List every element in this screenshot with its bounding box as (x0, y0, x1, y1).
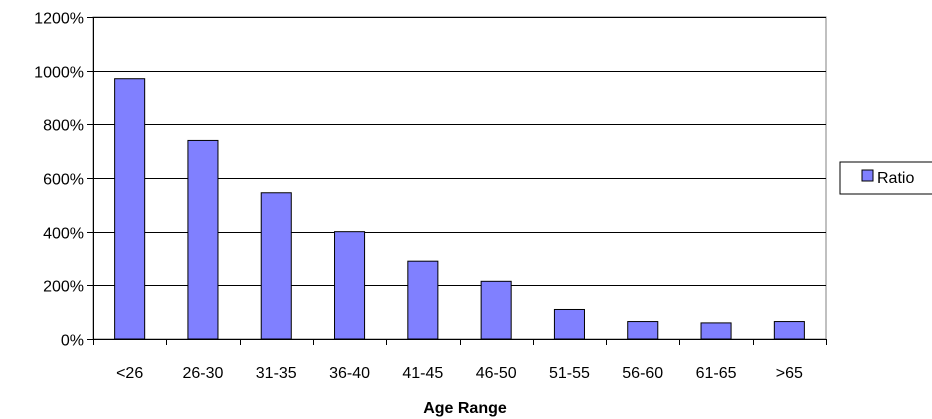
x-tick-label: 46-50 (476, 365, 517, 382)
x-tick-label: 51-55 (549, 365, 590, 382)
y-tick-label: 400% (43, 226, 84, 243)
x-axis-title: Age Range (423, 400, 507, 417)
bar-51-55 (553, 308, 585, 340)
bar->65 (773, 321, 805, 340)
bar-46-50 (480, 280, 512, 340)
x-tick-label: 41-45 (402, 365, 443, 382)
x-tick-label: 36-40 (329, 365, 370, 382)
bar-31-35 (260, 192, 292, 340)
legend: Ratio (839, 161, 932, 195)
bar-61-65 (700, 322, 732, 340)
y-tick-label: 0% (61, 333, 84, 350)
x-tick-labels: <26 26-30 31-35 36-40 41-45 46-50 51-55 56-60 61… (116, 365, 803, 382)
x-tick-label: 31-35 (256, 365, 297, 382)
x-tick-label: 61-65 (696, 365, 737, 382)
legend-label-ratio: Ratio (877, 170, 914, 187)
x-tick-label: >65 (776, 365, 803, 382)
bar-41-45 (407, 260, 439, 340)
legend-swatch-ratio (861, 169, 874, 182)
y-tick-label: 200% (43, 279, 84, 296)
x-tick-label: 26-30 (182, 365, 223, 382)
legend-box (839, 161, 932, 195)
y-tick-label: 1000% (34, 65, 84, 82)
y-tick-labels: 0% 200% 400% 600% 800% 1000% 1200% (34, 11, 84, 350)
y-tick-label: 1200% (34, 11, 84, 28)
bar-56-60 (627, 321, 659, 340)
bar-26-30 (187, 139, 219, 340)
bars (114, 78, 805, 340)
y-tick-label: 800% (43, 118, 84, 135)
axes (87, 17, 827, 345)
y-tick-label: 600% (43, 172, 84, 189)
bar-36-40 (334, 231, 366, 340)
x-tick-label: 56-60 (622, 365, 663, 382)
x-tick-label: <26 (116, 365, 143, 382)
bar-<26 (114, 78, 146, 340)
